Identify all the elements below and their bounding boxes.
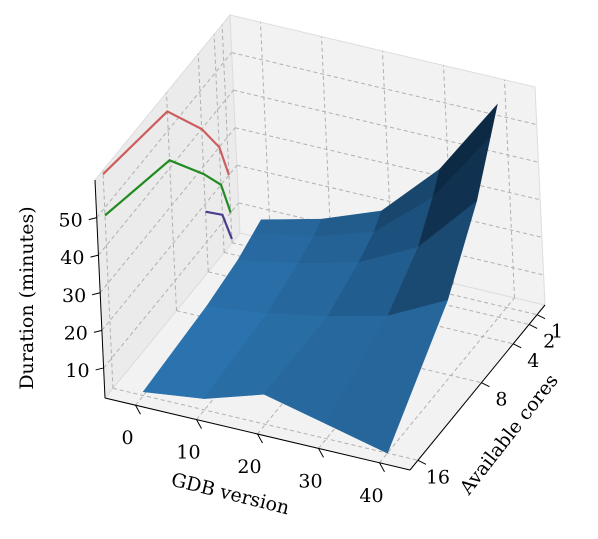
z-tick	[90, 254, 99, 258]
grid-line	[235, 127, 541, 201]
wall-line	[102, 110, 230, 176]
wall-line	[104, 159, 232, 217]
grid-line	[165, 92, 177, 311]
grid-line	[504, 79, 515, 298]
z-tick-label: 10	[65, 360, 89, 382]
grid-line	[197, 53, 209, 272]
x-tick	[257, 433, 263, 444]
grid-line	[99, 127, 236, 294]
grid-line	[112, 387, 419, 461]
grid-line	[260, 22, 271, 241]
y-tick-label: 16	[426, 466, 450, 488]
z-tick	[92, 292, 101, 296]
z-axis-label: Duration (minutes)	[16, 206, 38, 389]
grid-line	[221, 24, 233, 243]
x-tick	[196, 419, 202, 429]
wall-line	[205, 210, 233, 240]
x-axis-label: GDB version	[169, 469, 292, 520]
x-tick	[135, 404, 141, 415]
x-tick-label: 0	[121, 427, 133, 449]
z-tick-label: 30	[62, 285, 86, 307]
grid-line	[236, 164, 543, 238]
wall-lines	[102, 110, 233, 240]
x-axis	[104, 397, 411, 471]
x-tick-label: 10	[176, 442, 200, 464]
y-tick	[417, 459, 427, 465]
y-tick-label: 8	[495, 389, 507, 411]
y-tick-label: 1	[551, 321, 563, 343]
y-tick-label: 2	[543, 330, 555, 352]
y-tick	[513, 343, 522, 349]
grid-line	[101, 165, 238, 331]
x-tick-label: 20	[237, 456, 261, 478]
z-tick-label: 20	[64, 322, 88, 344]
grid-line	[98, 89, 234, 256]
z-tick	[88, 217, 97, 221]
y-tick	[481, 382, 490, 388]
x-tick	[318, 448, 324, 458]
x-tick-label: 40	[359, 485, 383, 507]
x-tick	[379, 462, 385, 473]
surface	[142, 103, 498, 454]
y-tick	[528, 323, 538, 329]
y-axis	[409, 304, 546, 471]
grid-line	[96, 52, 233, 218]
grid-line	[379, 297, 515, 464]
grid-line	[102, 170, 114, 389]
z-tick-label: 50	[59, 210, 83, 232]
y-tick-label: 4	[527, 350, 539, 372]
z-tick	[95, 367, 104, 371]
z-tick-label: 40	[60, 247, 84, 269]
y-tick	[536, 314, 546, 320]
grid-line	[103, 202, 240, 369]
x-tick-label: 30	[298, 470, 322, 492]
grid-line	[231, 52, 537, 126]
surface-patch	[325, 299, 449, 454]
z-axis	[94, 179, 106, 399]
z-tick	[93, 329, 103, 333]
